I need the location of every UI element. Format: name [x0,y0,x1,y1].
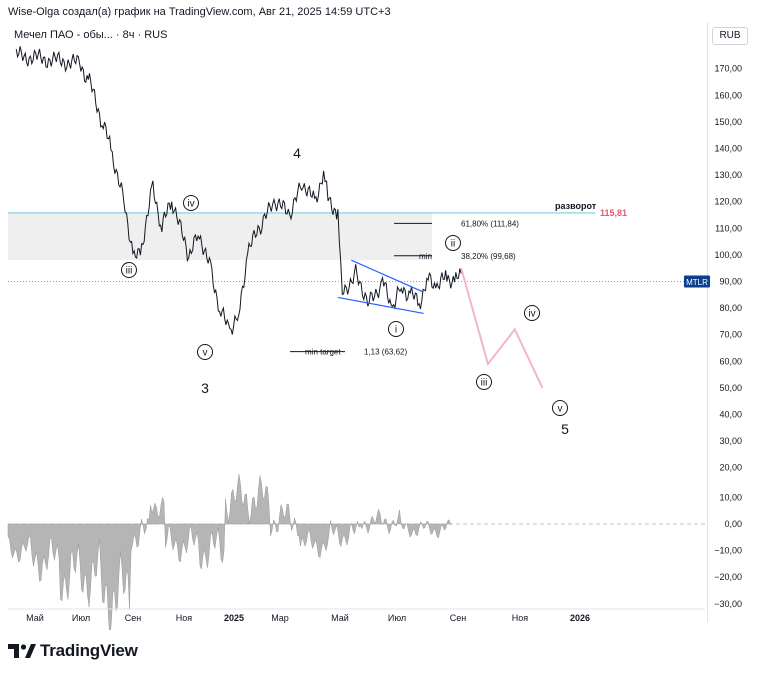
wave-label: 5 [561,421,569,437]
price-tick-label: 80,00 [719,303,742,313]
fib-level-label: 38,20% (99,68) [461,252,516,261]
tradingview-logo[interactable]: TradingView [8,640,138,662]
time-tick-label: Май [26,613,44,623]
wave-label: i [395,325,397,336]
wave-label: v [558,404,563,415]
wedge-lower-line [337,296,424,315]
price-tick-label: 120,00 [714,197,742,207]
wave-label: v [203,348,208,359]
price-tick-label: 70,00 [719,330,742,340]
price-series [15,46,462,335]
price-tick-label: 50,00 [719,383,742,393]
wave-label-circle [121,262,137,278]
wave-label: 4 [293,145,301,161]
wave-label: 3 [201,380,209,396]
price-tick-label: 20,00 [719,463,742,473]
time-tick-label: Май [331,613,349,623]
time-tick-label: Июл [388,613,406,623]
fib-level-label: 61,80% (111,84) [461,219,519,228]
symbol-title[interactable]: Мечел ПАО - обы... · 8ч · RUS [14,29,168,41]
wedge-upper-line [351,259,424,293]
indicator-tick-label: −10,00 [714,546,742,556]
wave-label: iv [528,309,535,320]
price-tick-label: 110,00 [715,223,742,233]
consolidation-zone [8,212,432,261]
last-price-badge [684,275,710,288]
price-axis-divider [707,22,708,622]
indicator-tick-label: −20,00 [714,572,742,582]
wave-label-circle [183,195,199,211]
price-tick-label: 130,00 [714,170,742,180]
wave-label: ii [451,239,455,250]
time-tick-label: Июл [72,613,90,623]
time-tick-label: Сен [125,613,142,623]
time-tick-label: Ноя [512,613,529,623]
price-tick-label: 30,00 [719,436,742,446]
wave-label: iii [126,266,133,277]
fib-level-prefix: min target [305,348,341,357]
price-tick-label: 40,00 [719,410,742,420]
indicator-tick-label: 0,00 [724,519,742,529]
price-tick-label: 150,00 [714,117,742,127]
wave-label-circle [524,305,540,321]
resistance-value: 115,81 [600,208,627,218]
time-tick-label: Ноя [176,613,193,623]
price-tick-label: 90,00 [719,277,742,287]
projection-path [460,267,544,389]
price-tick-label: 100,00 [714,250,742,260]
wave-label-circle [552,400,568,416]
time-tick-label: Сен [450,613,467,623]
currency-button[interactable]: RUB [712,27,748,45]
price-tick-label: 160,00 [714,90,742,100]
time-tick-label: 2026 [570,613,590,623]
price-tick-label: 140,00 [714,144,742,154]
tradingview-wordmark: TradingView [40,641,138,660]
wave-label-circle [445,235,461,251]
fib-level-label: 1,13 (63,62) [364,348,407,357]
resistance-label: разворот [555,201,597,211]
indicator-tick-label: 10,00 [719,492,742,502]
wave-label-circle [388,321,404,337]
tradingview-logo-icon [8,644,36,658]
price-tick-label: 60,00 [719,356,742,366]
fib-level-prefix: min [419,252,432,261]
indicator-tick-label: −30,00 [714,599,742,609]
chart-attribution: Wise-Olga создал(а) график на TradingVie… [8,6,391,18]
time-tick-label: 2025 [224,613,244,623]
wave-label: iv [187,199,194,210]
price-tick-label: 170,00 [714,64,742,74]
indicator-area [7,474,452,630]
last-price-badge-label: MTLR [686,278,708,287]
wave-label: iii [481,378,488,389]
wave-label-circle [476,374,492,390]
time-tick-label: Мар [271,613,289,623]
wave-label-circle [197,344,213,360]
